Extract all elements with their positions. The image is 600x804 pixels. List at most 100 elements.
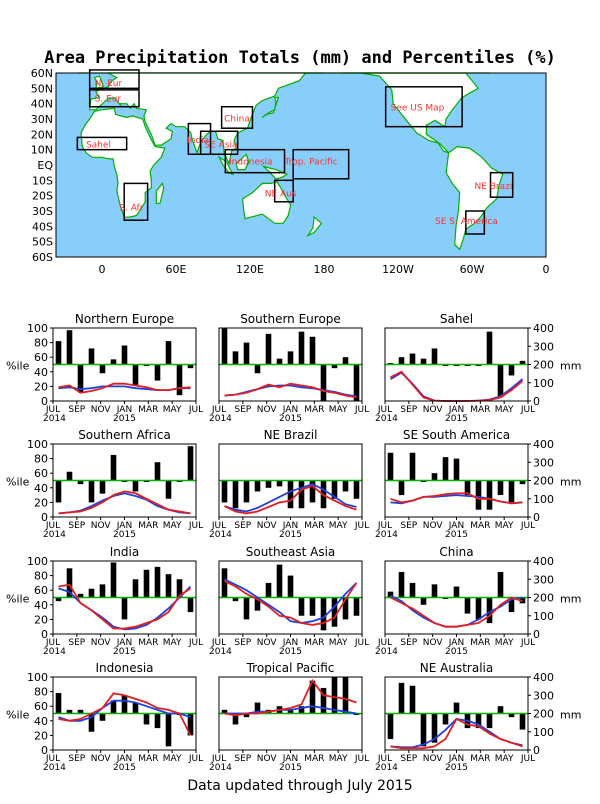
year-label: 2014 — [209, 647, 232, 657]
month-label: SEP — [234, 405, 251, 415]
percentile-bar — [187, 597, 194, 613]
left-tick-label: 20 — [34, 613, 48, 626]
normal-line — [224, 384, 357, 398]
observed-line — [390, 717, 523, 750]
panel-title: Southeast Asia — [246, 545, 336, 559]
month-label: JUL — [211, 405, 226, 415]
percentile-bar — [132, 702, 139, 714]
month-label: SEP — [234, 754, 251, 764]
month-label: NOV — [91, 405, 112, 415]
month-label: JUL — [45, 638, 60, 648]
month-label: SEP — [68, 754, 85, 764]
percentile-bar — [66, 568, 73, 598]
percentile-bar — [497, 706, 504, 714]
percentile-bar — [66, 709, 73, 714]
percentile-bar — [398, 682, 405, 714]
month-label: MAY — [495, 754, 514, 764]
percentile-bar — [132, 364, 139, 385]
year-label: 2015 — [445, 414, 468, 424]
right-tick-label: 0 — [533, 744, 540, 757]
month-label: SEP — [234, 521, 251, 531]
month-label: MAR — [304, 405, 324, 415]
percentile-bar — [409, 685, 416, 714]
lat-label: 50S — [32, 236, 53, 249]
month-label: MAY — [495, 638, 514, 648]
month-label: NOV — [91, 638, 112, 648]
month-label: NOV — [257, 405, 278, 415]
percentile-bar — [409, 582, 416, 598]
percentile-bar — [187, 446, 194, 481]
panel-title: Southern Europe — [240, 312, 341, 326]
percentile-bar — [154, 713, 161, 729]
percentile-bar — [243, 342, 250, 365]
lon-label: 120W — [382, 263, 414, 276]
percentile-bar — [121, 695, 128, 714]
month-label: JAN — [116, 754, 132, 764]
lat-label: 60N — [31, 67, 53, 80]
percentile-bar — [265, 480, 272, 488]
month-label: JAN — [282, 521, 298, 531]
month-label: NOV — [91, 754, 112, 764]
month-label: NOV — [91, 521, 112, 531]
year-label: 2015 — [279, 647, 302, 657]
percentile-bar — [519, 360, 526, 365]
lat-label: 10N — [31, 144, 53, 157]
normal-line — [390, 718, 523, 749]
percentile-bar — [475, 480, 482, 510]
percentile-bar — [99, 364, 106, 374]
percentile-bar — [232, 597, 239, 602]
month-label: JAN — [448, 638, 464, 648]
percentile-bar — [254, 364, 261, 374]
month-label: MAR — [138, 405, 158, 415]
observed-line — [390, 596, 523, 628]
lat-label: 20S — [32, 190, 53, 203]
year-label: 2014 — [43, 414, 66, 424]
percentile-bar — [353, 364, 360, 401]
percentile-bar — [132, 480, 139, 492]
percentile-bar — [486, 480, 493, 510]
month-label: JUL — [211, 638, 226, 648]
region-label-ne-brazil: NE Brazil — [474, 182, 514, 192]
month-label: JUL — [520, 638, 535, 648]
month-label: JUL — [354, 521, 369, 531]
left-tick-label: 0 — [41, 511, 48, 524]
percentile-bar — [353, 597, 360, 616]
region-box-indonesia — [224, 148, 286, 174]
percentile-bar — [232, 713, 239, 725]
percentile-bar — [287, 351, 294, 365]
normal-line — [224, 578, 358, 624]
region-label-see-us-map: See US Map — [391, 104, 445, 114]
percentile-bar — [176, 364, 183, 396]
percentile-bar — [221, 709, 228, 714]
region-box-sahel — [76, 136, 128, 151]
left-tick-label: 40 — [34, 366, 48, 379]
month-label: JAN — [116, 521, 132, 531]
percentile-bar — [398, 357, 405, 365]
percentile-bar — [331, 364, 338, 369]
observed-line — [58, 490, 191, 515]
year-label: 2014 — [43, 647, 66, 657]
percentile-bar — [143, 713, 150, 725]
percentile-bar — [66, 471, 73, 481]
left-tick-label: 20 — [34, 380, 48, 393]
month-label: NOV — [423, 521, 444, 531]
percentile-bar — [77, 364, 84, 393]
region-label-s-afr: S. Afr — [119, 203, 143, 213]
month-label: JUL — [45, 405, 60, 415]
region-box-s-afr — [123, 182, 149, 221]
left-axis-label: %ile — [6, 476, 30, 489]
observed-line — [58, 692, 192, 736]
lat-label: EQ — [37, 159, 53, 172]
month-label: JUL — [377, 521, 392, 531]
percentile-bar — [221, 568, 228, 598]
percentile-bar — [165, 480, 172, 499]
year-label: 2014 — [375, 530, 398, 540]
region-box-ne-brazil — [489, 171, 514, 198]
normal-line — [224, 483, 357, 513]
percentile-bar — [99, 713, 106, 721]
region-box-china — [220, 105, 254, 129]
percentile-bar — [298, 597, 305, 616]
